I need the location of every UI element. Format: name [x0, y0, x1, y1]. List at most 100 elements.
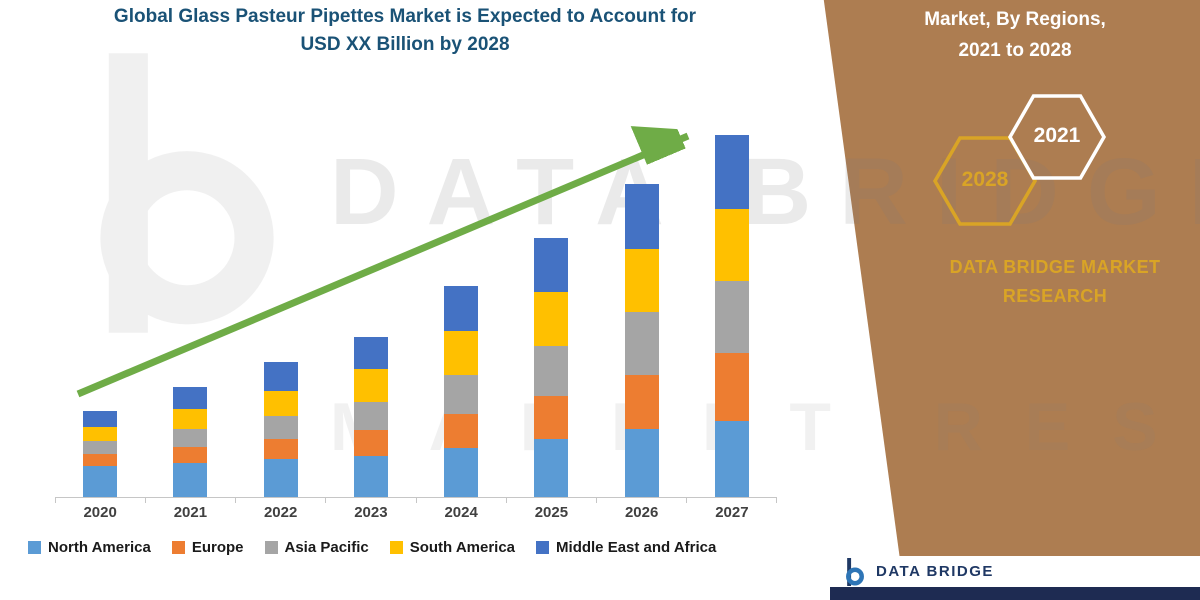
- bar-column-2021: [145, 130, 235, 497]
- bar-segment-middle-east-and-africa: [263, 362, 298, 391]
- brand-name-gold: DATA BRIDGE MARKET RESEARCH: [900, 253, 1200, 311]
- footer-logo-box: DATA BRIDGE: [830, 556, 1200, 587]
- bar-column-2027: [687, 130, 777, 497]
- bar-segment-middle-east-and-africa: [534, 237, 569, 292]
- legend-label: North America: [48, 539, 151, 556]
- axis-tick: [776, 498, 777, 503]
- chart-title-line1: Global Glass Pasteur Pipettes Market is …: [113, 6, 697, 27]
- bar-segment-south-america: [173, 408, 208, 429]
- legend-swatch: [28, 541, 41, 554]
- legend-swatch: [171, 541, 185, 554]
- x-axis-label-2024: 2024: [444, 504, 478, 521]
- x-axis-label-2026: 2026: [624, 504, 659, 521]
- bar-column-2020: [55, 130, 145, 497]
- legend-item-middle-east-and-africa: Middle East and Africa: [536, 539, 716, 556]
- legend-item-north-america: North America: [28, 539, 151, 556]
- x-axis-label-2020: 2020: [83, 504, 117, 521]
- year-hexagons: [932, 94, 1107, 226]
- brand-name-line1: DATA BRIDGE MARKET: [949, 257, 1161, 277]
- bar-column-2025: [506, 130, 596, 497]
- bar-segment-europe: [353, 430, 388, 456]
- bar-segment-asia-pacific: [624, 311, 659, 375]
- bar-segment-north-america: [534, 439, 569, 497]
- bar-segment-asia-pacific: [173, 428, 208, 447]
- axis-tick: [145, 498, 147, 503]
- bar-segment-asia-pacific: [263, 416, 298, 440]
- bar-segment-europe: [444, 414, 479, 449]
- bar-segment-north-america: [173, 462, 208, 497]
- bar-segment-europe: [534, 396, 569, 440]
- bar-stack-2026: [624, 183, 659, 497]
- axis-tick: [415, 498, 417, 503]
- bar-segment-asia-pacific: [83, 441, 118, 454]
- bar-segment-middle-east-and-africa: [624, 183, 659, 249]
- x-axis-label-2025: 2025: [534, 504, 569, 521]
- bar-stack-2027: [714, 135, 749, 497]
- chart-title-line2: USD XX Billion by 2028: [300, 34, 510, 55]
- axis-tick: [505, 498, 507, 503]
- legend-label: Middle East and Africa: [556, 539, 717, 556]
- bar-segment-europe: [83, 453, 118, 467]
- legend-item-europe: Europe: [171, 539, 244, 556]
- bar-segment-north-america: [83, 466, 118, 497]
- axis-tick: [235, 498, 237, 503]
- bar-segment-north-america: [444, 448, 479, 497]
- legend: North America Europe Asia Pacific South Ame…: [28, 539, 716, 556]
- axis-tick: [325, 498, 327, 503]
- legend-label: Asia Pacific: [284, 539, 369, 556]
- bar-segment-north-america: [353, 455, 388, 497]
- bar-column-2026: [597, 130, 687, 497]
- axis-ticks: [55, 498, 777, 503]
- bar-stack-2022: [263, 362, 298, 497]
- bar-segment-south-america: [534, 291, 569, 346]
- bar-stack-2021: [173, 387, 208, 497]
- hexagon-2021-label: 2021: [1033, 124, 1081, 147]
- bar-segment-asia-pacific: [444, 374, 479, 415]
- bar-segment-north-america: [263, 459, 298, 497]
- bar-segment-middle-east-and-africa: [353, 336, 388, 370]
- bar-stack-2023: [353, 336, 388, 497]
- legend-swatch: [264, 541, 278, 554]
- legend-item-south-america: South America: [389, 539, 515, 556]
- panel-heading-line2: 2021 to 2028: [958, 40, 1072, 61]
- bar-segment-europe: [624, 374, 659, 429]
- bar-segment-north-america: [714, 421, 749, 497]
- x-axis-label-2021: 2021: [173, 504, 208, 521]
- hexagon-2028: [932, 136, 1038, 226]
- bar-segment-middle-east-and-africa: [83, 410, 118, 427]
- bar-segment-south-america: [444, 331, 479, 375]
- bar-segment-europe: [714, 353, 749, 422]
- plot-area: [55, 130, 777, 498]
- bar-segment-south-america: [624, 248, 659, 312]
- bar-segment-middle-east-and-africa: [444, 286, 479, 332]
- watermark-b-logo: [100, 53, 274, 333]
- bar-segment-south-america: [263, 390, 298, 417]
- bar-stack-2024: [444, 286, 479, 497]
- data-bridge-logo-icon: [846, 557, 864, 586]
- brand-name-line2: RESEARCH: [1002, 286, 1108, 306]
- axis-tick: [595, 498, 597, 503]
- x-axis-label-2023: 2023: [354, 504, 388, 521]
- panel-heading: Market, By Regions, 2021 to 2028: [850, 4, 1180, 66]
- bar-column-2022: [236, 130, 326, 497]
- x-axis-label-2027: 2027: [715, 504, 749, 521]
- trend-arrow: [76, 122, 690, 398]
- bar-stack-2025: [534, 237, 569, 497]
- bar-segment-south-america: [714, 209, 749, 282]
- x-axis-label-2022: 2022: [263, 504, 298, 521]
- legend-label: Europe: [191, 539, 244, 556]
- bar-segment-europe: [173, 446, 208, 463]
- bar-segment-asia-pacific: [353, 401, 388, 431]
- bar-segment-south-america: [83, 426, 118, 442]
- bar-segment-middle-east-and-africa: [173, 387, 208, 409]
- bar-stack-2020: [83, 410, 118, 497]
- bar-segment-asia-pacific: [534, 345, 569, 397]
- footer-logo-text: DATA BRIDGE: [876, 563, 994, 580]
- bar-segment-asia-pacific: [714, 281, 749, 354]
- axis-tick: [55, 498, 56, 503]
- legend-swatch: [389, 541, 403, 554]
- hexagon-2021: [1007, 94, 1107, 180]
- panel-heading-line1: Market, By Regions,: [924, 9, 1106, 30]
- legend-swatch: [536, 541, 550, 554]
